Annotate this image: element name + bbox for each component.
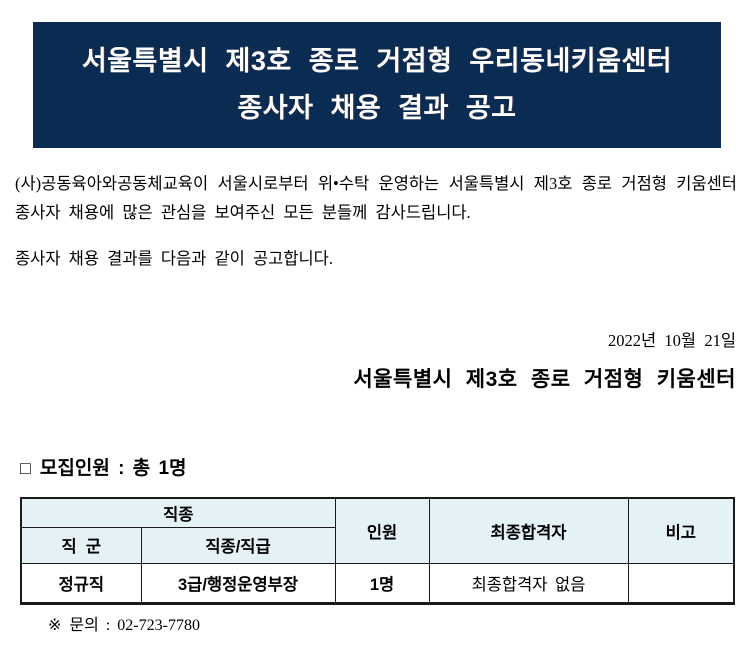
contact-text: 문의 : 02-723-7780	[69, 617, 200, 634]
announcement-paragraph: 종사자 채용 결과를 다음과 같이 공고합니다.	[15, 249, 333, 268]
intro-paragraph: (사)공동육아와공동체교육이 서울시로부터 위•수탁 운영하는 서울특별시 제3…	[15, 174, 737, 222]
section-heading-label: 모집인원 : 총 1명	[39, 458, 187, 479]
notice-title-line2: 종사자 채용 결과 공고	[237, 93, 517, 123]
table-header-row-2: 직 군 직종/직급	[20, 526, 734, 564]
table-row: 정규직 3급/행정운영부장 1명 최종합격자 없음	[20, 562, 735, 604]
header-count: 인원	[334, 497, 430, 564]
organization-name: 서울특별시 제3호 종로 거점형 키움센터	[353, 368, 736, 391]
cell-job-grade: 3급/행정운영부장	[140, 562, 336, 604]
table-header-row-1: 직종 인원 최종합격자 비고	[20, 497, 735, 564]
notice-title-line1: 서울특별시 제3호 종로 거점형 우리동네키움센터	[81, 46, 673, 76]
cell-job-group: 정규직	[20, 562, 142, 604]
notice-title-banner: 서울특별시 제3호 종로 거점형 우리동네키움센터 종사자 채용 결과 공고	[33, 22, 721, 148]
square-bullet-icon: □	[20, 458, 31, 478]
header-job-category: 직종	[20, 497, 336, 528]
header-job-grade: 직종/직급	[140, 526, 336, 564]
cell-final-pass: 최종합격자 없음	[428, 562, 629, 604]
header-note: 비고	[627, 497, 735, 564]
header-final-pass: 최종합격자	[428, 497, 629, 564]
cell-note	[627, 562, 735, 604]
cell-count: 1명	[334, 562, 430, 604]
recruitment-result-table: 직종 인원 최종합격자 비고 직 군 직종/직급 정규직 3급/행정운영부장 1…	[20, 497, 735, 605]
reference-mark-icon: ※	[48, 617, 62, 634]
announcement-date: 2022년 10월 21일	[607, 331, 736, 350]
contact-note: ※ 문의 : 02-723-7780	[48, 611, 200, 635]
section-heading: □ 모집인원 : 총 1명	[20, 453, 187, 480]
header-job-group: 직 군	[20, 526, 142, 564]
